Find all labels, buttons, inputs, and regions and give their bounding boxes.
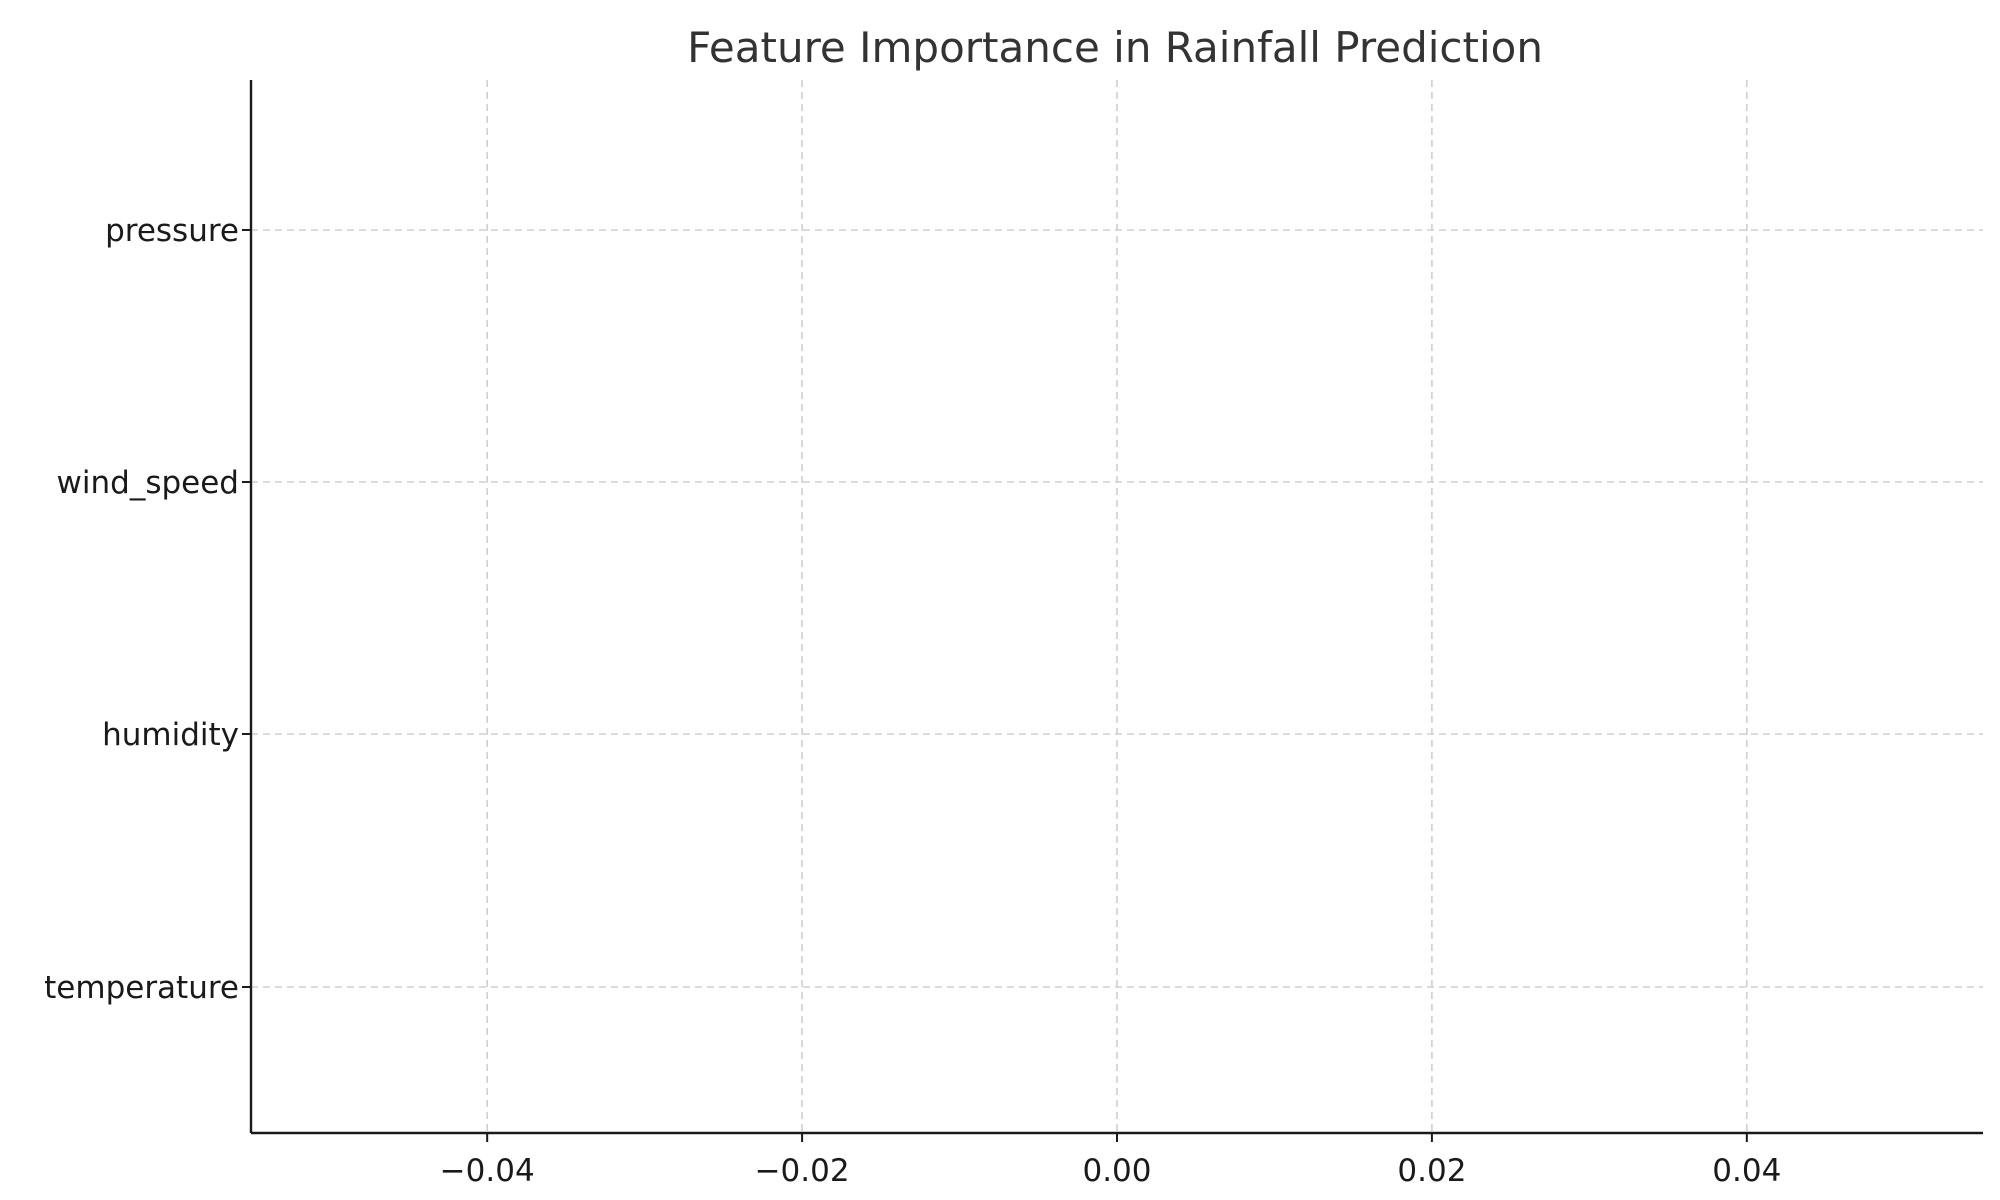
ticks: −0.04 −0.02 0.00 0.02 0.04 temperature humidit… (44, 213, 1781, 1189)
x-tick-label: −0.02 (755, 1153, 850, 1189)
y-tick-label: wind_speed (57, 465, 239, 501)
y-tick-label: temperature (44, 970, 239, 1006)
y-tick-label: humidity (102, 717, 239, 753)
x-tick-label: 0.02 (1397, 1153, 1466, 1189)
chart-title: Feature Importance in Rainfall Predictio… (687, 23, 1543, 72)
y-tick-label: pressure (105, 213, 239, 249)
x-tick-label: 0.00 (1082, 1153, 1151, 1189)
x-tick-label: 0.04 (1712, 1153, 1781, 1189)
x-tick-label: −0.04 (440, 1153, 535, 1189)
grid-lines (251, 80, 1983, 1133)
